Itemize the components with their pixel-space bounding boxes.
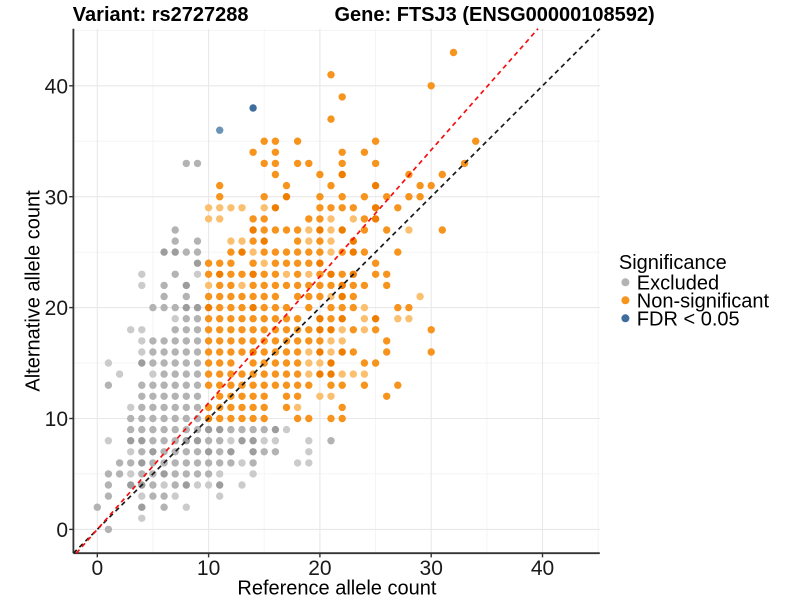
svg-text:10: 10 [45,408,68,431]
svg-text:10: 10 [197,557,220,580]
svg-text:20: 20 [308,557,331,580]
svg-text:40: 40 [531,557,554,580]
svg-text:30: 30 [45,186,68,209]
svg-text:Gene: FTSJ3 (ENSG00000108592): Gene: FTSJ3 (ENSG00000108592) [335,4,655,26]
svg-text:Reference allele count: Reference allele count [237,578,436,600]
svg-text:0: 0 [56,519,68,542]
svg-text:20: 20 [45,297,68,320]
svg-text:FDR < 0.05: FDR < 0.05 [637,309,740,331]
svg-text:Excluded: Excluded [637,273,719,295]
svg-text:40: 40 [45,75,68,98]
svg-text:Significance: Significance [619,252,727,274]
svg-text:Non-significant: Non-significant [637,291,770,313]
svg-text:0: 0 [91,557,103,580]
svg-text:30: 30 [420,557,443,580]
svg-text:Alternative allele count: Alternative allele count [23,190,45,392]
svg-text:Variant: rs2727288: Variant: rs2727288 [73,4,249,26]
